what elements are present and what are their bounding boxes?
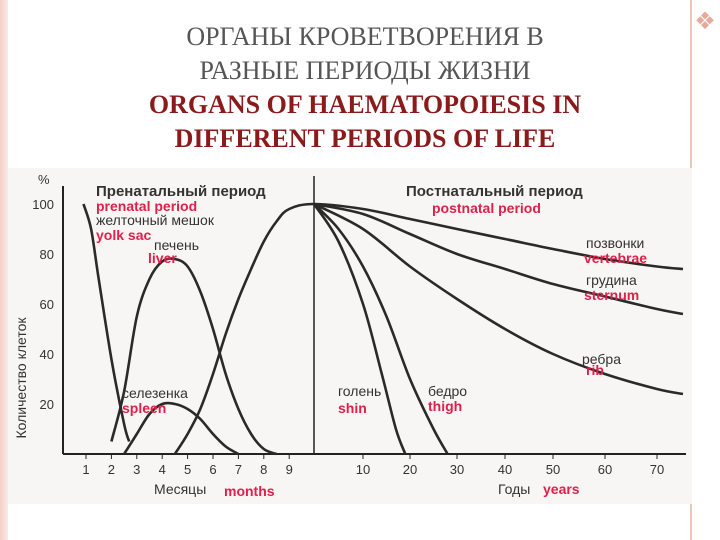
x-tick-label-month: 8 — [260, 462, 267, 477]
prenatal-period-label-en: prenatal period — [96, 198, 197, 214]
series-label-shin: голень — [338, 383, 381, 399]
curves — [82, 202, 684, 456]
x-tick-label-year: 20 — [403, 462, 417, 477]
y-tick-label: 60 — [40, 297, 54, 312]
y-tick-label: 100 — [32, 197, 54, 212]
corner-ornament: ❖ — [694, 7, 716, 35]
y-tick-label: 40 — [40, 347, 54, 362]
series-line-vertebrae — [173, 202, 684, 455]
series-label-sternum-en: sternum — [584, 287, 639, 303]
y-axis-label: Количество клеток — [13, 317, 29, 439]
postnatal-period-label-en: postnatal period — [432, 200, 541, 216]
series-label-yolk-sac: желточный мешок — [96, 212, 215, 228]
title-ru-line-2: РАЗНЫЕ ПЕРИОДЫ ЖИЗНИ — [199, 56, 531, 85]
x-tick-label-year: 70 — [650, 462, 664, 477]
x-tick-label-month: 2 — [108, 462, 115, 477]
chart-panel: 20 40 60 80 100 1 2 3 4 5 6 7 8 9 10 20 30 40 50 60 70 % Ко… — [8, 168, 692, 504]
series-label-vertebrae-en: vertebrae — [584, 250, 647, 266]
x-tick-label-year: 30 — [450, 462, 464, 477]
series-line-yolk-sac — [82, 203, 131, 442]
series-line-thigh — [313, 203, 449, 455]
series-label-spleen: селезенка — [122, 385, 188, 401]
y-tick-label: 20 — [40, 397, 54, 412]
slide-border-left — [0, 0, 8, 540]
series-label-vertebrae: позвонки — [586, 235, 644, 251]
x-tick-label-month: 7 — [235, 462, 242, 477]
x-tick-label-year: 40 — [498, 462, 512, 477]
series-label-liver-en: liver — [148, 250, 177, 266]
x-axis-label-years: Годы — [498, 481, 530, 497]
series-label-spleen-en: spleen — [122, 400, 166, 416]
x-tick-label-year: 60 — [598, 462, 612, 477]
x-tick-label-month: 1 — [82, 462, 89, 477]
title-en-line-1: ORGANS OF HAEMATOPOIESIS IN — [148, 90, 582, 119]
x-axis-label-years-en: years — [543, 481, 580, 497]
series-label-thigh: бедро — [428, 383, 467, 399]
y-unit-label: % — [38, 172, 50, 187]
x-tick-label-month: 9 — [286, 462, 293, 477]
x-axis-label-months: Месяцы — [154, 481, 206, 497]
series-line-shin — [312, 203, 407, 455]
slide-title: ОРГАНЫ КРОВЕТВОРЕНИЯ В РАЗНЫЕ ПЕРИОДЫ ЖИ… — [40, 20, 690, 156]
x-tick-label-year: 50 — [546, 462, 560, 477]
title-en-line-2: DIFFERENT PERIODS OF LIFE — [174, 124, 556, 153]
series-label-rib-en: rib — [586, 362, 604, 378]
x-tick-label-month: 6 — [209, 462, 216, 477]
x-tick-label-year: 10 — [356, 462, 370, 477]
series-line-sternum — [313, 202, 684, 316]
series-line-rib — [313, 202, 684, 396]
series-label-rib: ребра — [582, 351, 621, 367]
chart: 20 40 60 80 100 1 2 3 4 5 6 7 8 9 10 20 30 40 50 60 70 % Ко… — [13, 172, 686, 499]
series-line-spleen — [123, 401, 240, 456]
title-ru-line-1: ОРГАНЫ КРОВЕТВОРЕНИЯ В — [186, 22, 544, 51]
series-label-liver: печень — [154, 237, 199, 253]
series-label-shin-en: shin — [338, 400, 367, 416]
series-line-liver — [110, 257, 277, 456]
series-label-thigh-en: thigh — [428, 398, 462, 414]
x-tick-label-month: 4 — [159, 462, 166, 477]
x-axis-label-months-en: months — [224, 483, 275, 499]
x-tick-label-month: 5 — [184, 462, 191, 477]
prenatal-period-label: Пренатальный период — [96, 183, 266, 200]
x-tick-label-month: 3 — [133, 462, 140, 477]
y-ticks: 20 40 60 80 100 — [32, 197, 54, 412]
x-ticks: 1 2 3 4 5 6 7 8 9 10 20 30 40 50 60 70 — [82, 454, 664, 477]
postnatal-period-label: Постнатальный период — [406, 183, 583, 200]
y-tick-label: 80 — [40, 247, 54, 262]
series-label-yolk-sac-en: yolk sac — [96, 227, 151, 243]
series-label-sternum: грудина — [586, 272, 637, 288]
slide-border-right: ❖ — [690, 0, 720, 540]
